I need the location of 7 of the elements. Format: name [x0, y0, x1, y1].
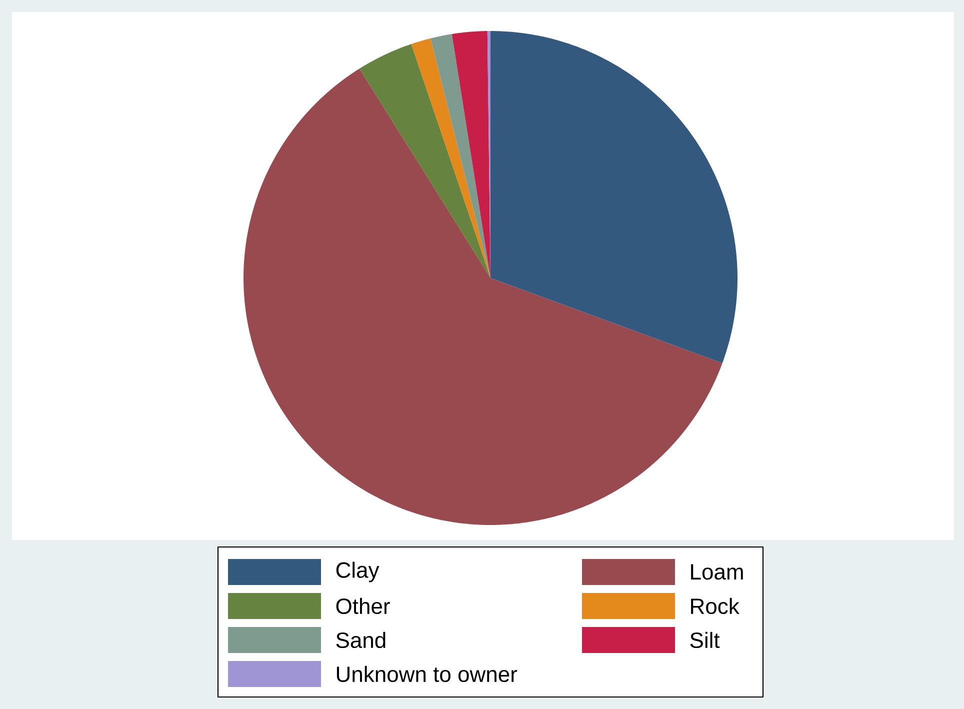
- legend-label: Unknown to owner: [336, 666, 518, 682]
- legend-label: Clay: [336, 562, 380, 582]
- legend-label: Silt: [690, 632, 720, 648]
- legend-label: Sand: [336, 632, 386, 648]
- legend-label: Other: [336, 598, 390, 614]
- legend-label: Loam: [691, 564, 743, 580]
- legend-label: Rock: [691, 598, 740, 614]
